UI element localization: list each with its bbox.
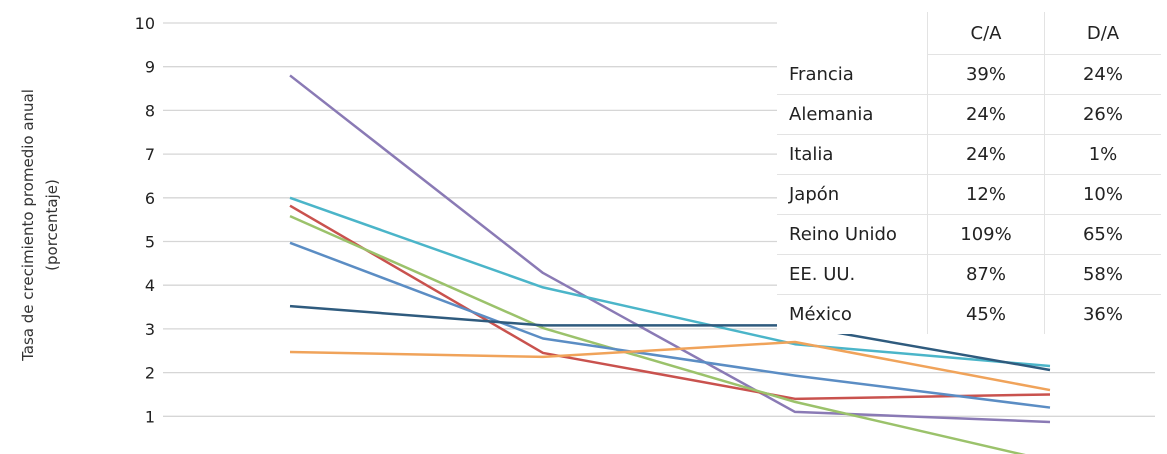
row-ca: 24% xyxy=(927,134,1045,175)
table-header-row: C/A D/A xyxy=(777,12,1161,55)
row-ca: 24% xyxy=(927,94,1045,135)
row-ca: 87% xyxy=(927,254,1045,295)
y-tick-label: 4 xyxy=(145,276,155,295)
series-line-1 xyxy=(289,74,1051,424)
table-row: Francia 39% 24% xyxy=(777,54,1161,95)
row-ca: 12% xyxy=(927,174,1045,215)
y-axis-label: Tasa de crecimiento promedio anual (porc… xyxy=(0,0,80,454)
y-tick-label: 2 xyxy=(145,364,155,383)
row-da: 26% xyxy=(1044,94,1161,135)
table-row: Reino Unido 109% 65% xyxy=(777,214,1161,255)
series-line-3 xyxy=(289,204,1051,401)
y-axis-label-line-2: (porcentaje) xyxy=(43,179,61,271)
y-tick-label: 6 xyxy=(145,189,155,208)
series-line-4 xyxy=(289,215,1026,454)
series-line-6 xyxy=(289,304,1051,372)
row-country: Alemania xyxy=(777,94,928,135)
table-row: Italia 24% 1% xyxy=(777,134,1161,175)
row-ca: 45% xyxy=(927,294,1045,334)
row-country: EE. UU. xyxy=(777,254,928,295)
row-country: Japón xyxy=(777,174,928,215)
row-ca: 109% xyxy=(927,214,1045,255)
row-ca: 39% xyxy=(927,54,1045,95)
series-line-7 xyxy=(289,340,1051,392)
table-header-ca: C/A xyxy=(927,12,1045,55)
y-axis-ticks: 0 1 2 3 4 5 6 7 8 9 10 xyxy=(135,14,155,454)
series-lines xyxy=(289,74,1051,454)
table-header-blank xyxy=(777,12,928,55)
table-row: Alemania 24% 26% xyxy=(777,94,1161,135)
row-da: 1% xyxy=(1044,134,1161,175)
table-header-da: D/A xyxy=(1044,12,1161,55)
row-da: 65% xyxy=(1044,214,1161,255)
y-tick-label: 5 xyxy=(145,233,155,252)
y-axis-label-line-1: Tasa de crecimiento promedio anual xyxy=(19,89,37,361)
y-tick-label: 8 xyxy=(145,101,155,120)
row-da: 58% xyxy=(1044,254,1161,295)
row-da: 24% xyxy=(1044,54,1161,95)
series-line-2 xyxy=(289,196,1051,368)
table-row: México 45% 36% xyxy=(777,294,1161,334)
y-tick-label: 9 xyxy=(145,58,155,77)
table-row: EE. UU. 87% 58% xyxy=(777,254,1161,295)
series-line-5 xyxy=(289,241,1051,409)
y-tick-label: 3 xyxy=(145,320,155,339)
row-da: 36% xyxy=(1044,294,1161,334)
row-da: 10% xyxy=(1044,174,1161,215)
y-tick-label: 10 xyxy=(135,14,155,33)
row-country: Reino Unido xyxy=(777,214,928,255)
row-country: México xyxy=(789,304,852,325)
row-country: Francia xyxy=(777,54,928,95)
y-tick-label: 7 xyxy=(145,145,155,164)
row-country: Italia xyxy=(777,134,928,175)
table-row: Japón 12% 10% xyxy=(777,174,1161,215)
data-table: C/A D/A Francia 39% 24% Alemania 24% 26%… xyxy=(777,12,1161,334)
y-tick-label: 1 xyxy=(145,407,155,426)
y-tick-label: 0 xyxy=(145,451,155,454)
